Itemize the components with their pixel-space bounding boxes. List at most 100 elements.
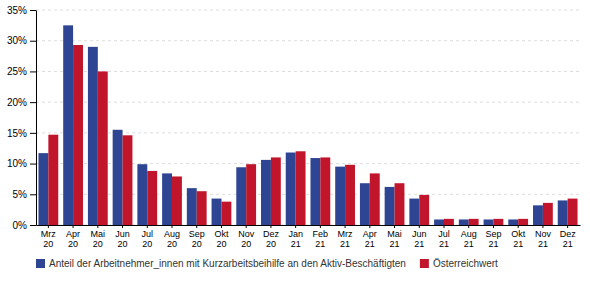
tick-label: Aug20 — [164, 229, 180, 249]
tick-mark — [567, 225, 568, 228]
bar — [543, 203, 553, 225]
tick-mark — [30, 194, 36, 195]
bar — [172, 176, 182, 225]
tick-mark — [468, 225, 469, 228]
bar — [385, 187, 395, 225]
plot: 0%5%10%15%20%25%30%35%Mrz20Apr20Mai20Jun… — [7, 5, 581, 250]
y-axis: 0%5%10%15%20%25%30%35% — [7, 5, 37, 231]
tick-mark — [147, 225, 148, 228]
tick: Okt21 — [511, 225, 526, 249]
tick: 15% — [7, 128, 36, 139]
bar — [493, 219, 503, 225]
tick-label: Jun20 — [115, 229, 130, 249]
bar — [568, 199, 578, 225]
tick-mark — [444, 225, 445, 228]
tick-mark — [172, 225, 173, 228]
tick-label: Apr20 — [66, 229, 80, 249]
bar — [246, 164, 256, 225]
bar — [137, 164, 147, 225]
tick: Nov20 — [238, 225, 255, 249]
tick-label: 25% — [7, 66, 27, 77]
bar — [197, 191, 207, 225]
tick-mark — [542, 225, 543, 228]
bar — [518, 219, 528, 225]
bar — [459, 219, 469, 225]
tick: Jan21 — [288, 225, 303, 249]
bar — [48, 135, 58, 225]
bar — [558, 200, 568, 225]
tick: Mai20 — [91, 225, 106, 249]
grid-line — [36, 10, 580, 11]
grid-line — [36, 102, 580, 103]
bar — [236, 167, 246, 225]
legend-item: Anteil der Arbeitnehmer_innen mit Kurzar… — [36, 258, 406, 269]
tick-mark — [394, 225, 395, 228]
tick-label: Jul21 — [438, 229, 450, 249]
tick-label: 15% — [7, 128, 27, 139]
bar — [88, 47, 98, 225]
tick: 10% — [7, 158, 36, 169]
bar — [296, 151, 306, 225]
tick-mark — [30, 71, 36, 72]
tick-label: Nov20 — [238, 229, 255, 249]
x-axis: Mrz20Apr20Mai20Jun20Jul20Aug20Sep20Okt20… — [37, 225, 581, 249]
bar — [162, 173, 172, 225]
tick-mark — [345, 225, 346, 228]
bar — [370, 173, 380, 225]
tick-label: Mai20 — [91, 229, 106, 249]
tick-label: Jun21 — [412, 229, 427, 249]
tick: Sep21 — [485, 225, 501, 249]
tick: Jul21 — [438, 225, 450, 249]
tick-mark — [73, 225, 74, 228]
bar — [360, 183, 370, 225]
tick-label: 10% — [7, 158, 27, 169]
axis-line — [37, 225, 581, 226]
tick-label: Dez20 — [263, 229, 280, 249]
tick-label: 20% — [7, 97, 27, 108]
tick-mark — [30, 102, 36, 103]
axis-line — [36, 11, 37, 226]
tick: Dez20 — [263, 225, 280, 249]
tick: 30% — [7, 35, 36, 46]
tick: Jul20 — [142, 225, 154, 249]
bars — [38, 25, 577, 225]
tick-label: Jul20 — [142, 229, 154, 249]
tick-mark — [320, 225, 321, 228]
bar — [345, 165, 355, 225]
tick: Jun20 — [115, 225, 130, 249]
tick-mark — [122, 225, 123, 228]
tick: Mai21 — [387, 225, 402, 249]
tick-label: 35% — [7, 5, 27, 16]
bar — [63, 25, 73, 225]
tick: Dez21 — [560, 225, 577, 249]
bar — [286, 153, 296, 225]
grid — [36, 10, 580, 225]
legend-label: Anteil der Arbeitnehmer_innen mit Kurzar… — [49, 258, 406, 269]
tick: 20% — [7, 97, 36, 108]
bar — [73, 45, 83, 225]
tick-mark — [30, 225, 36, 226]
bar — [38, 153, 48, 225]
tick: Jun21 — [412, 225, 427, 249]
bar-series — [38, 25, 567, 225]
bar — [320, 157, 330, 225]
bar — [444, 219, 454, 225]
tick-label: Dez21 — [560, 229, 577, 249]
bar — [419, 195, 429, 225]
bar — [212, 199, 222, 225]
tick-label: Apr21 — [363, 229, 377, 249]
bar — [221, 202, 231, 225]
bar — [469, 219, 479, 225]
legend-swatch — [36, 259, 45, 268]
tick-label: 0% — [13, 220, 28, 231]
tick-label: Okt20 — [214, 229, 229, 249]
bar — [261, 160, 271, 225]
tick-mark — [419, 225, 420, 228]
tick-mark — [246, 225, 247, 228]
legend-item: Österreichwert — [420, 258, 498, 269]
bar — [310, 158, 320, 225]
tick: 35% — [7, 5, 36, 16]
tick: Nov21 — [535, 225, 552, 249]
tick: Apr21 — [363, 225, 377, 249]
tick-label: Mrz21 — [338, 229, 353, 249]
